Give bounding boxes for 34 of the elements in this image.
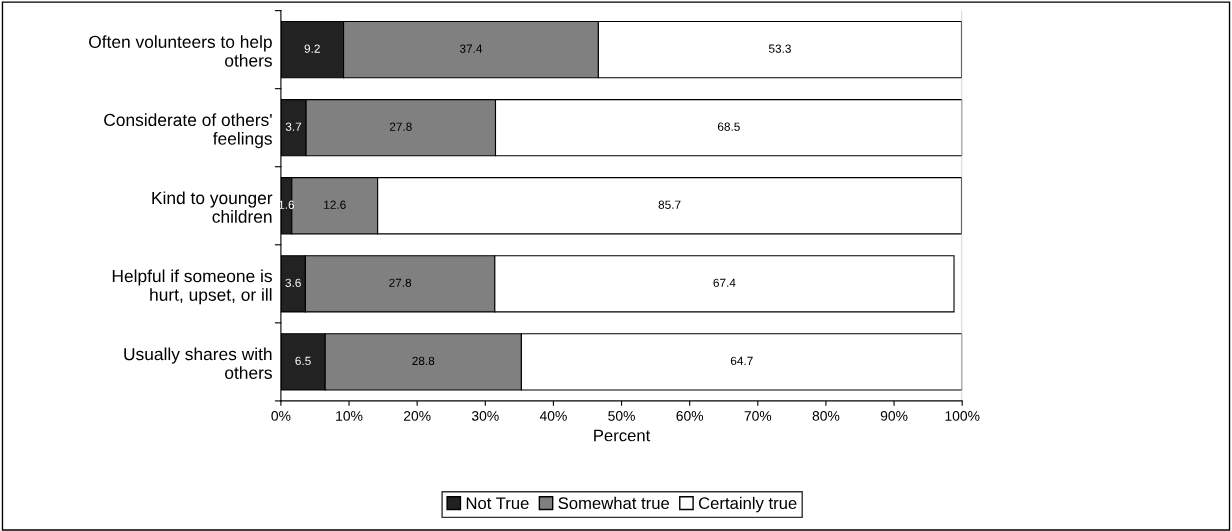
x-tick-label: 70% [744,410,772,421]
data-label: 37.4 [459,44,483,53]
data-label: 3.6 [285,278,301,287]
x-tick-label: 50% [608,410,635,421]
y-tick-label: Usually shares with others [124,347,272,379]
data-label: 27.8 [389,122,412,131]
x-tick-label: 10% [336,410,363,421]
data-label: 28.8 [412,356,435,366]
x-tick-label: 100% [945,410,980,421]
y-tick-label: Considerate of others' feelings [104,113,272,149]
x-tick-label: 90% [880,410,908,421]
legend-label: Somewhat true [558,496,670,510]
y-tick-label: Helpful if someone is hurt, upset, or ill [112,269,272,305]
x-tick-label: 30% [471,410,499,421]
y-tick-label: Kind to younger children [152,191,273,223]
data-label: 6.5 [295,356,311,366]
data-label: 9.2 [304,44,320,53]
data-label: 3.7 [285,122,302,131]
data-label: 68.5 [717,122,740,131]
x-tick-label: 40% [539,410,567,421]
data-label: 67.4 [713,278,736,287]
y-tick-label: Often volunteers to help others [89,35,272,67]
legend-label: Certainly true [698,496,797,513]
x-tick-label: 0% [271,410,291,421]
data-label: 27.8 [389,278,412,287]
data-label: 12.6 [324,200,346,209]
x-axis-title: Percent [594,429,651,442]
data-label: 53.3 [768,44,791,53]
x-tick-label: 20% [403,410,431,421]
data-label: 64.7 [730,356,753,366]
legend-label: Not True [466,497,529,510]
x-tick-label: 80% [812,410,840,421]
data-label: 85.7 [658,200,681,209]
x-tick-label: 60% [676,410,704,421]
